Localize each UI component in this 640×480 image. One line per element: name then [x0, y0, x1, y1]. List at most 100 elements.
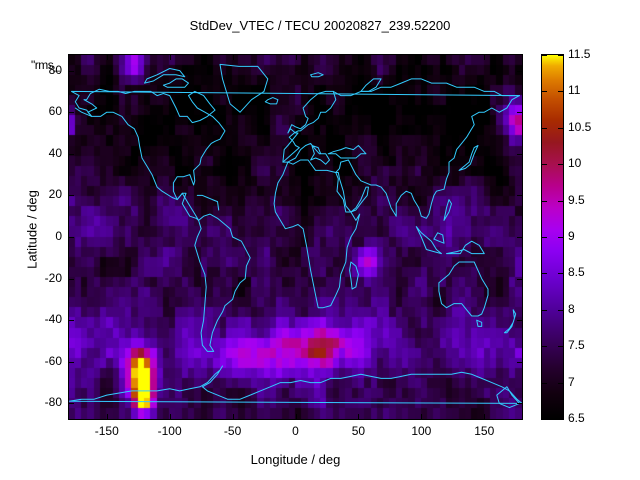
coastline-segment: [144, 68, 186, 84]
coastline-segment: [335, 172, 369, 213]
coastline-segment: [310, 72, 324, 78]
colorbar-tick-mark: [558, 309, 563, 311]
colorbar-tick-mark: [542, 273, 547, 275]
y-tick-mark-right: [517, 403, 522, 405]
coastline-segment: [69, 365, 522, 404]
coastline-segment: [83, 99, 200, 221]
y-tick-mark-right: [517, 195, 522, 197]
y-tick-mark: [69, 153, 74, 155]
coastline-segment: [415, 226, 442, 255]
colorbar-tick-label: 9: [568, 229, 575, 243]
y-tick-mark-right: [517, 278, 522, 280]
x-tick-label: 100: [411, 424, 432, 438]
coastline-segment: [438, 261, 489, 317]
colorbar-tick-mark: [558, 237, 563, 238]
colorbar-tick-mark: [558, 273, 563, 275]
x-tick-mark: [358, 414, 360, 419]
x-tick-label: 150: [474, 424, 495, 438]
y-tick-label: -20: [44, 270, 62, 285]
x-tick-mark-top: [421, 55, 423, 60]
x-tick-label: -100: [157, 424, 182, 438]
y-tick-mark: [69, 237, 74, 238]
coastline-segment: [433, 232, 445, 244]
coastline-segment: [349, 261, 359, 290]
colorbar-tick-mark: [558, 346, 563, 348]
y-tick-mark-right: [517, 320, 522, 322]
figure-title: StdDev_VTEC / TECU 20020827_239.52200: [189, 18, 451, 33]
x-tick-mark-top: [358, 55, 360, 60]
colorbar-tick-label: 7: [568, 374, 575, 389]
y-tick-mark: [69, 195, 74, 197]
coastline-segment: [162, 78, 189, 88]
clipped-key-title-artifact: "rms_: [31, 58, 60, 72]
y-tick-mark: [69, 278, 74, 280]
coastline-segment: [476, 319, 483, 327]
colorbar-tick-mark: [558, 127, 563, 129]
x-tick-mark: [169, 414, 171, 419]
coastline-segment: [282, 90, 337, 163]
colorbar-tick-mark: [542, 127, 547, 129]
coastline-overlay: [69, 63, 522, 409]
coastline-segment: [360, 78, 382, 92]
x-tick-mark-top: [106, 55, 108, 60]
colorbar-tick-mark: [542, 237, 547, 238]
colorbar-tick-label: 8.5: [568, 265, 585, 280]
y-tick-mark: [69, 403, 74, 405]
x-axis-label: Longitude / deg: [250, 452, 341, 467]
coastline-segment: [327, 145, 367, 159]
colorbar-tick-mark: [558, 164, 563, 166]
x-tick-label: -150: [94, 424, 119, 438]
colorbar-tick-mark: [558, 55, 563, 56]
coastline-segment: [496, 386, 520, 409]
colorbar-tick-label: 6.5: [568, 411, 585, 425]
colorbar-tick-mark: [558, 91, 563, 93]
colorbar-tick-mark: [542, 55, 547, 56]
colorbar-tick-label: 9.5: [568, 192, 585, 207]
x-tick-mark-top: [232, 55, 234, 60]
y-tick-label: -40: [44, 312, 62, 327]
x-tick-label: 0: [292, 424, 299, 438]
y-tick-label: 40: [48, 145, 62, 160]
y-tick-label: 0: [55, 229, 62, 243]
x-tick-mark-top: [484, 55, 486, 60]
coastline-segment: [282, 142, 330, 165]
colorbar-tick-label: 7.5: [568, 338, 585, 353]
y-tick-mark-right: [517, 112, 522, 114]
colorbar-tick-label: 11: [568, 83, 581, 98]
x-tick-mark-top: [169, 55, 171, 60]
y-tick-label: 60: [48, 104, 62, 119]
coastline-segment: [83, 88, 226, 221]
y-tick-label: -80: [44, 395, 62, 410]
y-tick-mark: [69, 320, 74, 322]
x-tick-mark: [421, 414, 423, 419]
y-tick-mark: [69, 361, 74, 363]
vtec-heatmap: [69, 55, 522, 419]
coastline-segment: [71, 90, 520, 219]
y-tick-mark: [69, 112, 74, 114]
coastline-segment: [196, 194, 220, 211]
colorbar: [541, 54, 564, 420]
y-tick-mark-right: [517, 153, 522, 155]
y-tick-label: 80: [48, 62, 62, 77]
colorbar-tick-mark: [542, 382, 547, 384]
y-tick-label: -60: [44, 353, 62, 368]
colorbar-tick-mark: [542, 91, 547, 93]
colorbar-tick-mark: [542, 200, 547, 202]
coastline-segment: [443, 199, 452, 221]
colorbar-tick-mark: [542, 164, 547, 166]
colorbar-tick-mark: [542, 309, 547, 311]
colorbar-gradient: [542, 55, 563, 419]
x-tick-mark: [484, 414, 486, 419]
colorbar-tick-mark: [542, 346, 547, 348]
y-tick-mark-right: [517, 237, 522, 238]
y-tick-mark-right: [517, 361, 522, 363]
coastline-segment: [458, 145, 479, 171]
colorbar-tick-label: 10: [568, 156, 582, 171]
y-axis-label: Latitude / deg: [24, 190, 40, 269]
x-tick-mark: [232, 414, 234, 419]
colorbar-tick-mark: [558, 382, 563, 384]
coastline-segment: [370, 78, 520, 97]
x-tick-mark: [295, 414, 297, 419]
map-plot-area: [68, 54, 523, 420]
coastline-segment: [503, 309, 517, 334]
